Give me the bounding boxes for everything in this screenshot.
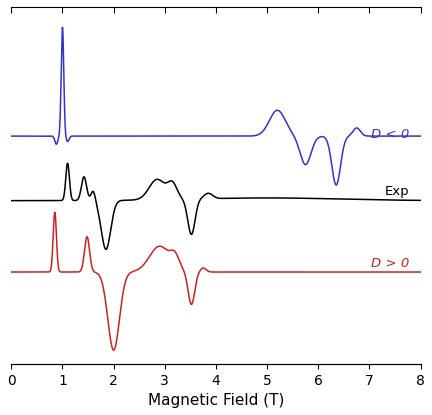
X-axis label: Magnetic Field (T): Magnetic Field (T) [148, 393, 284, 408]
Text: D > 0: D > 0 [371, 257, 410, 270]
Text: Exp: Exp [385, 186, 410, 198]
Text: D < 0: D < 0 [371, 128, 410, 141]
